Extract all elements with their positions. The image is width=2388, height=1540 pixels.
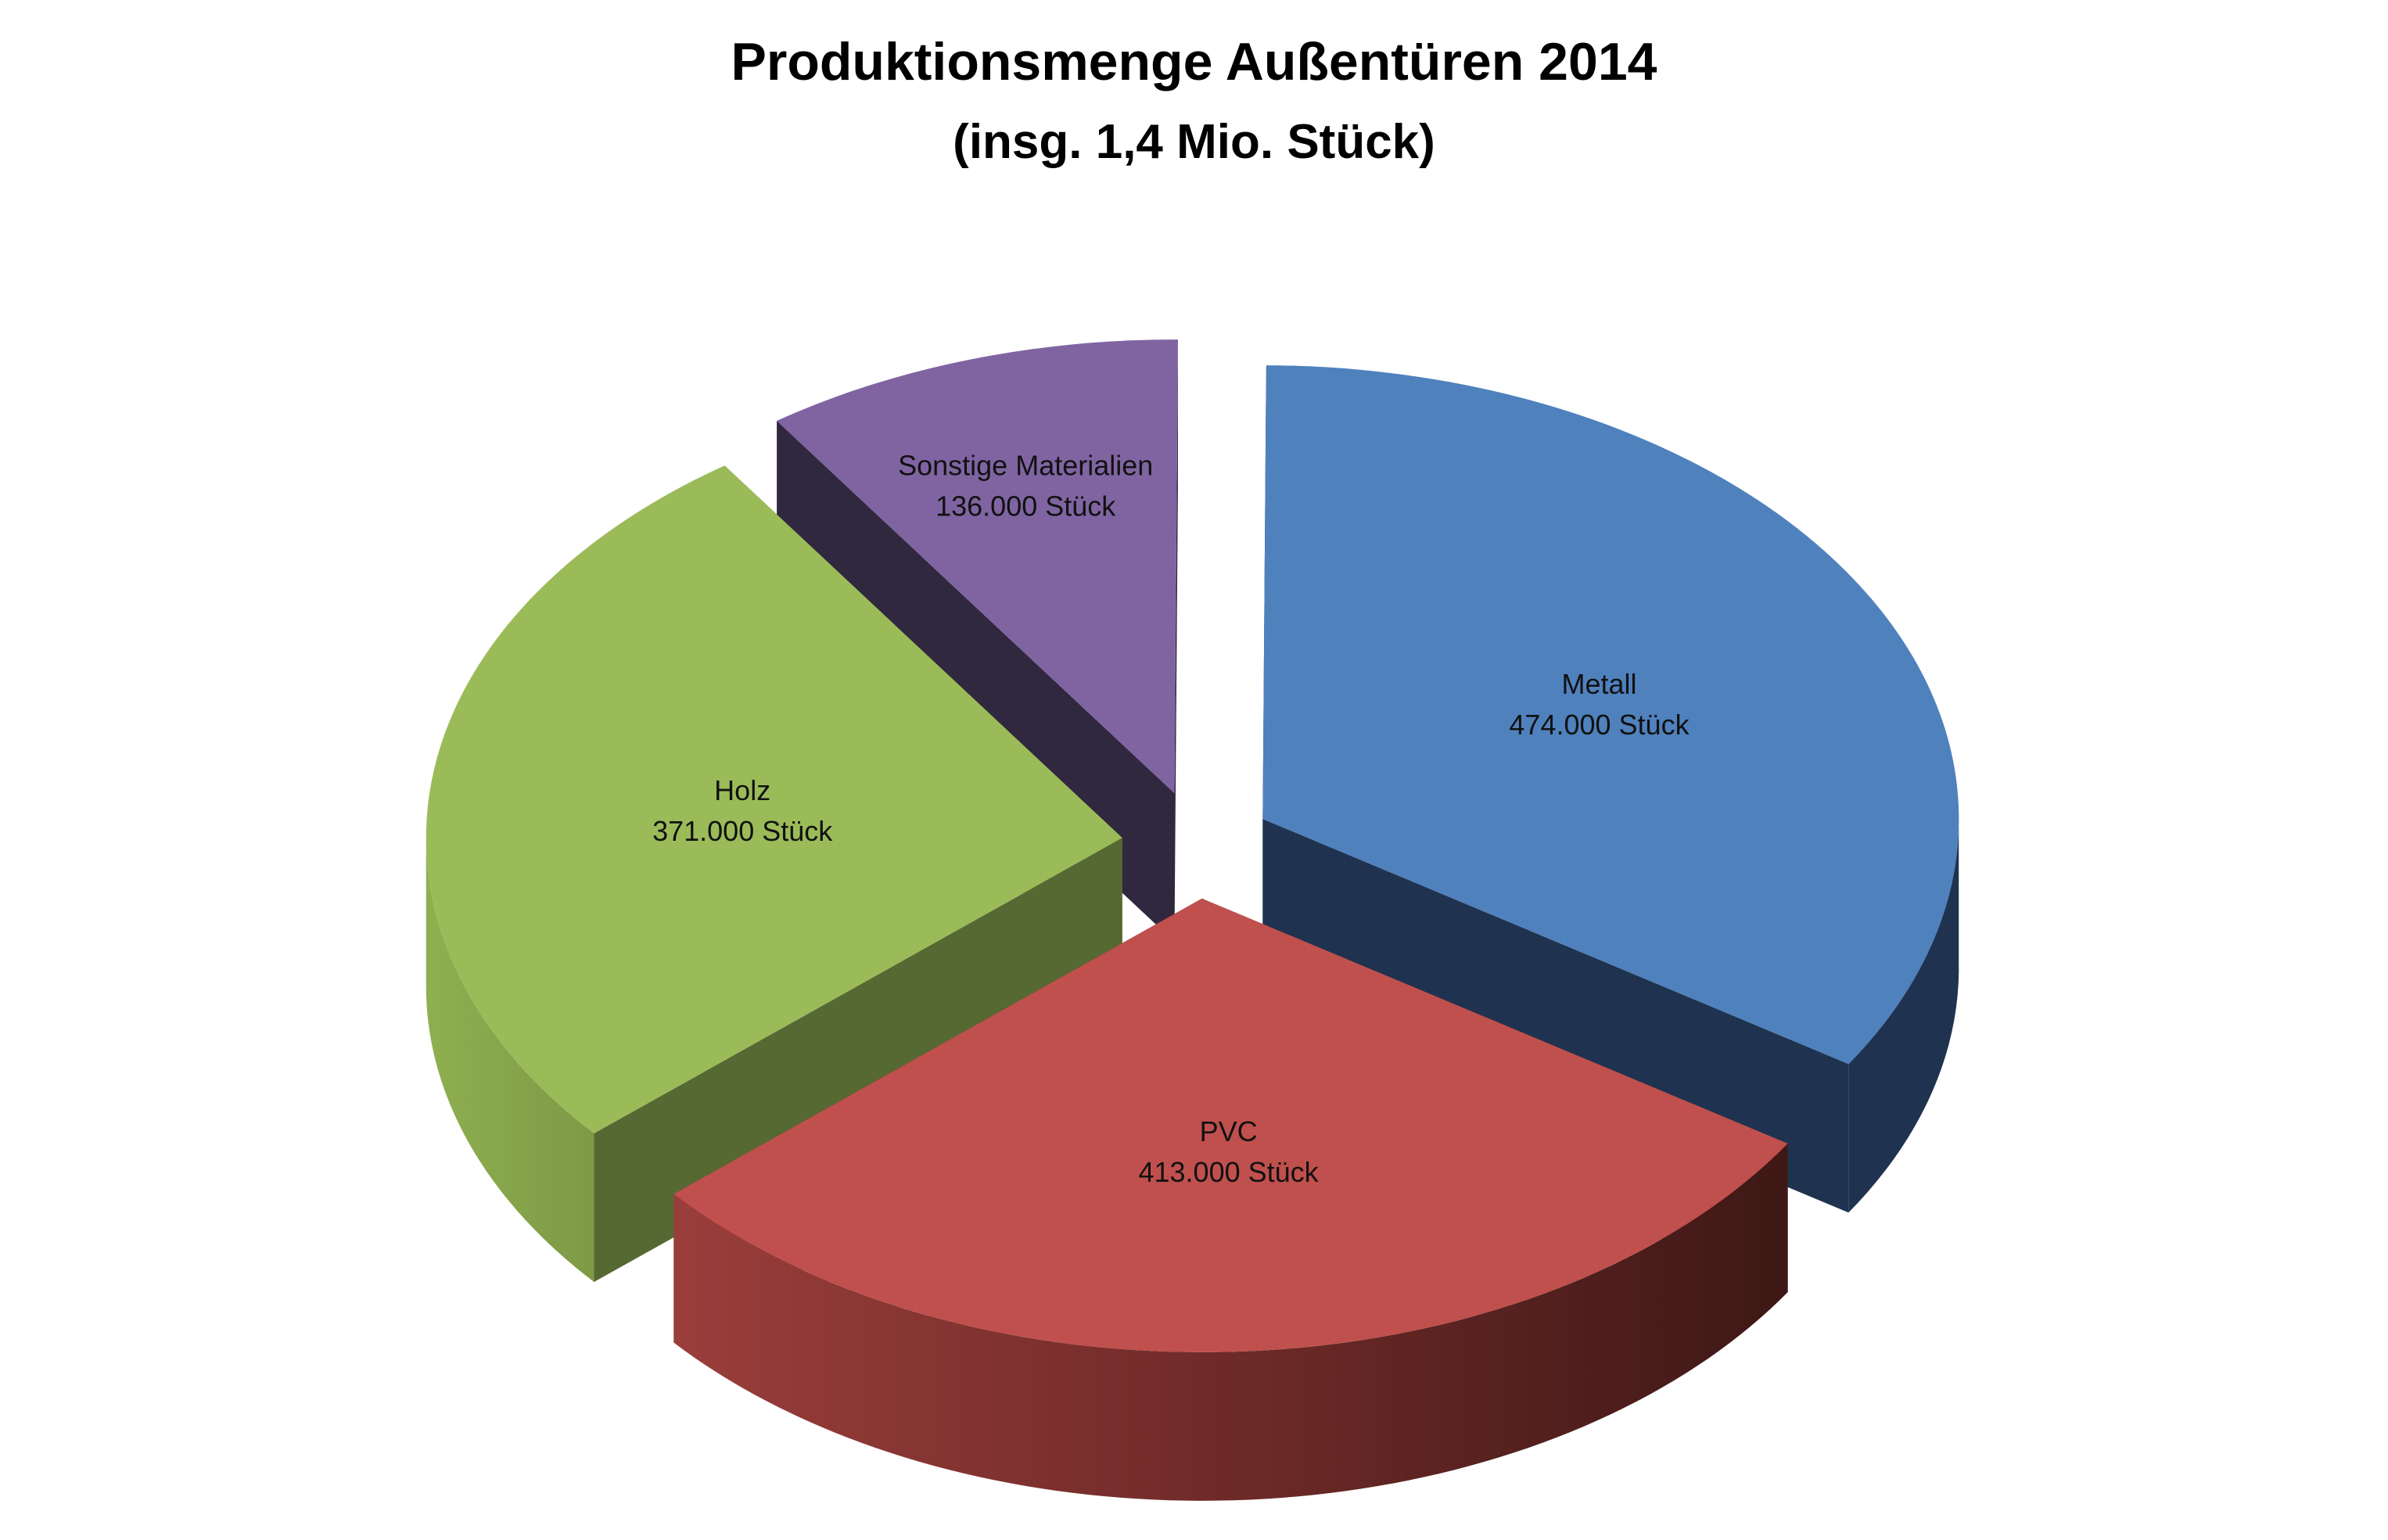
pie-slices — [426, 339, 1959, 1501]
slice-value-label-sonstige: 136.000 Stück — [935, 490, 1116, 522]
pie-slice-pvc-outer-wall — [673, 1143, 1788, 1501]
pie-slice-pvc-top — [673, 898, 1788, 1352]
pie-slice-metall-outer-wall — [1848, 811, 1959, 1213]
slice-label-metall: Metall — [1561, 668, 1636, 700]
chart-subtitle: (insg. 1,4 Mio. Stück) — [953, 115, 1435, 169]
slice-label-sonstige: Sonstige Materialien — [898, 449, 1153, 481]
chart-title: Produktionsmenge Außentüren 2014 — [731, 32, 1657, 92]
slice-label-holz: Holz — [714, 774, 770, 806]
pie-slice-holz-outer-wall — [426, 837, 594, 1283]
slice-value-label-pvc: 413.000 Stück — [1138, 1156, 1319, 1188]
pie-labels: Sonstige Materialien 136.000 Stück Metall 4… — [652, 449, 1690, 1188]
slice-label-pvc: PVC — [1200, 1115, 1258, 1147]
pie-slice-metall-top — [1262, 365, 1959, 1064]
pie-slice-pvc — [673, 898, 1788, 1501]
slice-value-label-holz: 371.000 Stück — [652, 815, 833, 847]
pie-slice-sonstige-top — [777, 339, 1178, 794]
pie-slice-sonstige-cut-face-end — [1174, 339, 1178, 942]
slice-value-label-metall: 474.000 Stück — [1509, 709, 1690, 741]
pie-slice-holz-top — [426, 465, 1122, 1134]
